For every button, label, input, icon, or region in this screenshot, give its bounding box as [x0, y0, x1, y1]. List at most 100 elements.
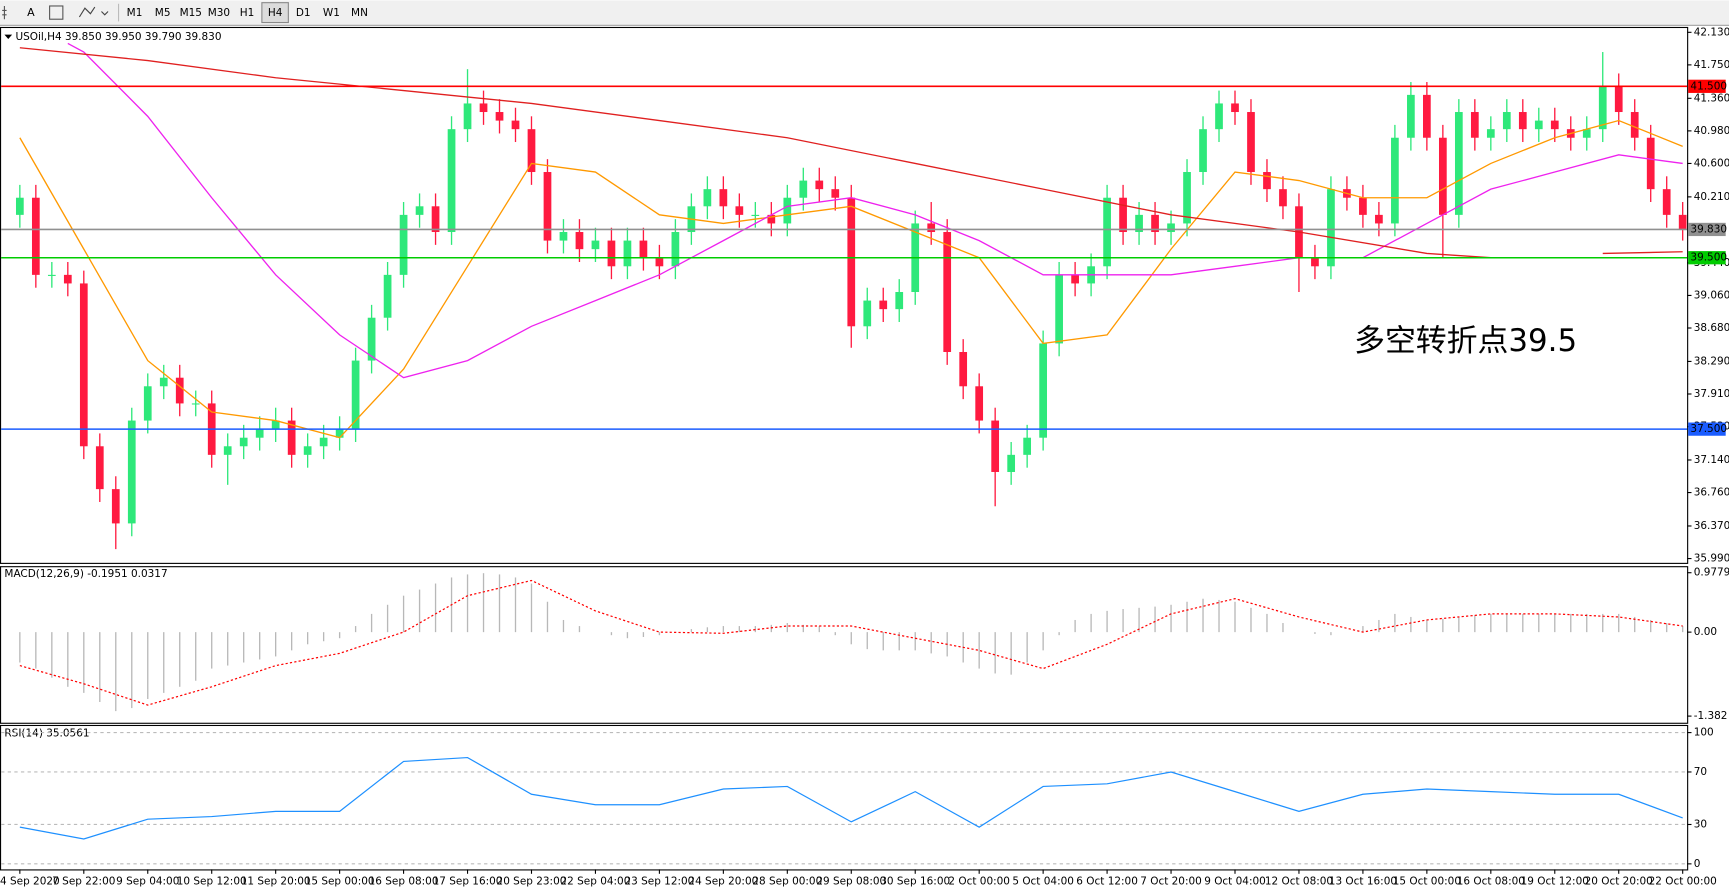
- timeframe-button[interactable]: M5: [155, 7, 171, 19]
- y-tick-label: 38.680: [1694, 322, 1729, 334]
- timeframe-button[interactable]: H4: [268, 7, 283, 19]
- x-tick-label: 12 Oct 08:00: [1265, 876, 1333, 888]
- y-tick-label: 0.9779: [1694, 567, 1729, 579]
- candle-body: [191, 403, 200, 405]
- y-tick-label: 41.360: [1694, 92, 1729, 104]
- candle-body: [15, 197, 24, 215]
- y-tick-label: 42.130: [1694, 26, 1729, 38]
- timeframe-button[interactable]: W1: [323, 7, 340, 19]
- candle-body: [1183, 172, 1191, 224]
- candle-body: [959, 351, 968, 387]
- candle-body: [1007, 454, 1016, 472]
- candle-body: [927, 223, 936, 233]
- candle-body: [751, 214, 760, 216]
- candle-body: [239, 437, 248, 447]
- candle-body: [1247, 112, 1255, 173]
- candle-body: [799, 180, 808, 198]
- timeframe-button[interactable]: MN: [351, 7, 368, 19]
- candle-body: [63, 274, 72, 284]
- candle-body: [415, 206, 424, 215]
- candle-body: [447, 129, 456, 233]
- x-tick-label: 23 Sep 12:00: [624, 876, 694, 888]
- candle-body: [303, 446, 312, 455]
- y-tick-label: 36.370: [1694, 520, 1729, 532]
- x-tick-label: 20 Oct 20:00: [1585, 876, 1653, 888]
- rsi-panel: [0, 724, 1689, 871]
- rsi-title: RSI(14) 35.0561: [4, 728, 89, 740]
- candle-body: [767, 214, 776, 224]
- candle-body: [1662, 189, 1671, 215]
- candle-body: [1135, 214, 1143, 233]
- level-box: [1688, 79, 1726, 93]
- shapes-tool[interactable]: [78, 6, 109, 18]
- candle-body: [1023, 437, 1032, 455]
- text-tool[interactable]: A: [27, 6, 35, 19]
- x-tick-label: 11 Sep 20:00: [241, 876, 311, 888]
- candle-body: [1470, 112, 1479, 138]
- candle-body: [815, 180, 824, 190]
- candle-body: [1534, 120, 1543, 130]
- timeframe-button[interactable]: M30: [208, 7, 230, 19]
- x-tick-label: 22 Oct 00:00: [1649, 876, 1717, 888]
- candle-body: [1678, 214, 1687, 230]
- candle-body: [367, 317, 376, 361]
- level-label: 39.500: [1690, 252, 1727, 264]
- x-tick-label: 10 Sep 12:00: [177, 876, 247, 888]
- moving-average: [19, 47, 1683, 259]
- candle-body: [1598, 86, 1607, 130]
- candle-body: [1582, 129, 1591, 138]
- x-tick-label: 29 Sep 08:00: [816, 876, 886, 888]
- candle-body: [735, 206, 744, 215]
- x-tick-label: 19 Oct 12:00: [1521, 876, 1589, 888]
- candle-body: [991, 420, 1000, 472]
- x-tick-label: 20 Sep 23:00: [497, 876, 567, 888]
- candle-body: [639, 240, 648, 258]
- candle-body: [543, 172, 552, 241]
- x-tick-label: 9 Sep 04:00: [116, 876, 179, 888]
- x-tick-label: 16 Oct 08:00: [1457, 876, 1525, 888]
- candle-body: [1375, 214, 1383, 224]
- y-tick-label: 0: [1694, 858, 1701, 870]
- timeframe-button[interactable]: D1: [296, 7, 311, 19]
- y-tick-label: 36.760: [1694, 487, 1729, 499]
- candle-body: [607, 240, 616, 267]
- candle-body: [143, 386, 152, 421]
- y-tick-label: 38.290: [1694, 355, 1729, 367]
- level-label: 39.830: [1690, 223, 1727, 235]
- candle-body: [399, 214, 408, 275]
- candle-body: [1167, 223, 1175, 233]
- candle-body: [1263, 172, 1271, 190]
- candle-body: [175, 377, 184, 404]
- x-tick-label: 15 Oct 00:00: [1393, 876, 1461, 888]
- timeframe-button[interactable]: H1: [240, 7, 255, 19]
- candle-body: [655, 257, 664, 267]
- y-tick-label: 40.210: [1694, 191, 1729, 203]
- x-tick-label: 22 Sep 04:00: [561, 876, 631, 888]
- candle-body: [1518, 112, 1527, 130]
- level-box: [1688, 251, 1726, 265]
- x-tick-label: 6 Oct 12:00: [1076, 876, 1138, 888]
- x-tick-label: 24 Sep 20:00: [688, 876, 758, 888]
- candle-body: [623, 240, 632, 267]
- price-panel: [0, 26, 1689, 564]
- y-tick-label: 30: [1694, 818, 1707, 830]
- timeframe-button[interactable]: M1: [127, 7, 143, 19]
- collapse-arrow[interactable]: [4, 34, 13, 40]
- candle-body: [335, 429, 344, 438]
- x-tick-label: 2 Oct 00:00: [948, 876, 1010, 888]
- candle-body: [1279, 189, 1287, 207]
- candle-body: [1550, 120, 1559, 130]
- candle-body: [703, 189, 712, 207]
- label-tool[interactable]: [49, 5, 64, 20]
- timeframe-button[interactable]: M15: [180, 7, 202, 19]
- candle-body: [943, 232, 952, 352]
- x-tick-label: 13 Oct 16:00: [1329, 876, 1397, 888]
- y-tick-label: 41.750: [1694, 59, 1729, 71]
- y-tick-label: 0.00: [1694, 626, 1717, 638]
- macd-panel: [0, 566, 1689, 724]
- crosshair-icon[interactable]: [2, 5, 7, 20]
- candle-body: [31, 197, 40, 275]
- candle-body: [527, 129, 536, 173]
